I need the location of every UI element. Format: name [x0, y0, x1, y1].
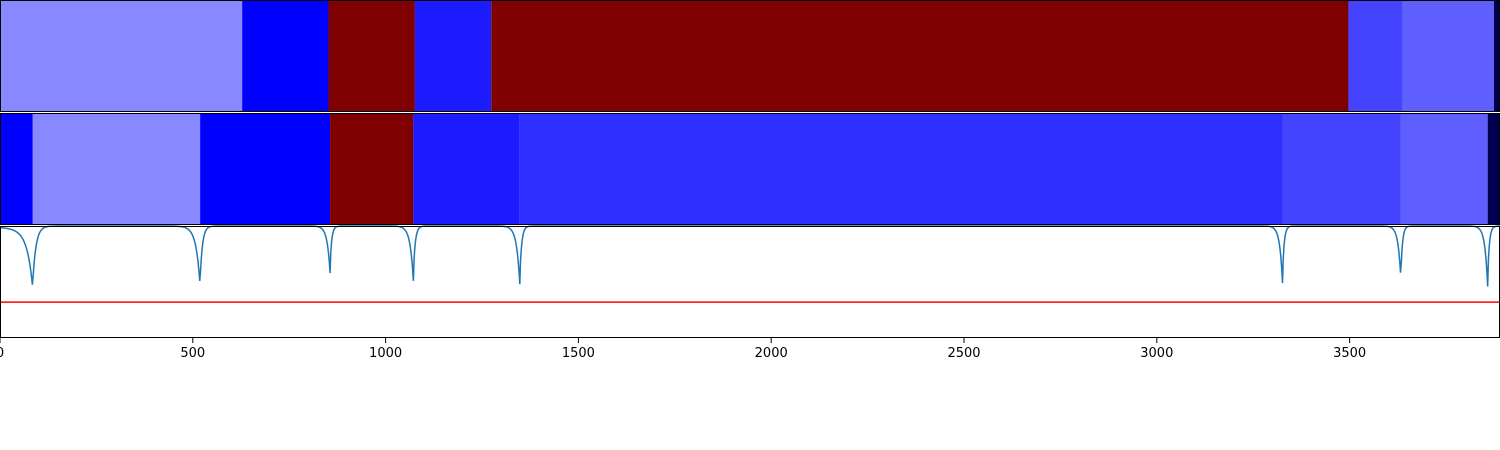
- heatmap-segment-4: [330, 113, 414, 225]
- x-tick-label: 2500: [947, 346, 980, 361]
- x-tick-label: 3500: [1333, 346, 1366, 361]
- heatmap-segment-7: [1402, 0, 1494, 112]
- x-tick-label: 1000: [369, 346, 402, 361]
- heatmap-segment-2: [242, 0, 329, 112]
- x-tick-label: 3000: [1140, 346, 1173, 361]
- heatmap-segment-8: [1400, 113, 1488, 225]
- line-panel-bottom: [0, 225, 1500, 338]
- x-axis: 0 500 1000 1500 2000 2500 3000 3500: [0, 338, 1366, 361]
- x-tick-label: 1500: [562, 346, 595, 361]
- heatmap-segment-3: [328, 0, 415, 112]
- heatmap-segment-8: [1493, 0, 1500, 112]
- heatmap-segment-5: [491, 0, 1349, 112]
- panel-frame: [0, 226, 1500, 338]
- heatmap-panel-top: [0, 0, 1500, 112]
- heatmap-segment-1: [0, 113, 33, 225]
- heatmap-segment-3: [200, 113, 331, 225]
- heatmap-panel-middle: [0, 113, 1500, 225]
- x-tick-label: 0: [0, 346, 4, 361]
- heatmap-segment-6: [1348, 0, 1403, 112]
- heatmap-segment-7: [1282, 113, 1401, 225]
- signal-line: [0, 225, 1500, 287]
- heatmap-segment-9: [1487, 113, 1500, 225]
- heatmap-segment-2: [32, 113, 201, 225]
- heatmap-segment-4: [414, 0, 492, 112]
- heatmap-segment-5: [413, 113, 520, 225]
- x-tick-label: 2000: [755, 346, 788, 361]
- heatmap-segment-6: [519, 113, 1283, 225]
- x-tick-label: 500: [180, 346, 205, 361]
- heatmap-segment-1: [0, 0, 243, 112]
